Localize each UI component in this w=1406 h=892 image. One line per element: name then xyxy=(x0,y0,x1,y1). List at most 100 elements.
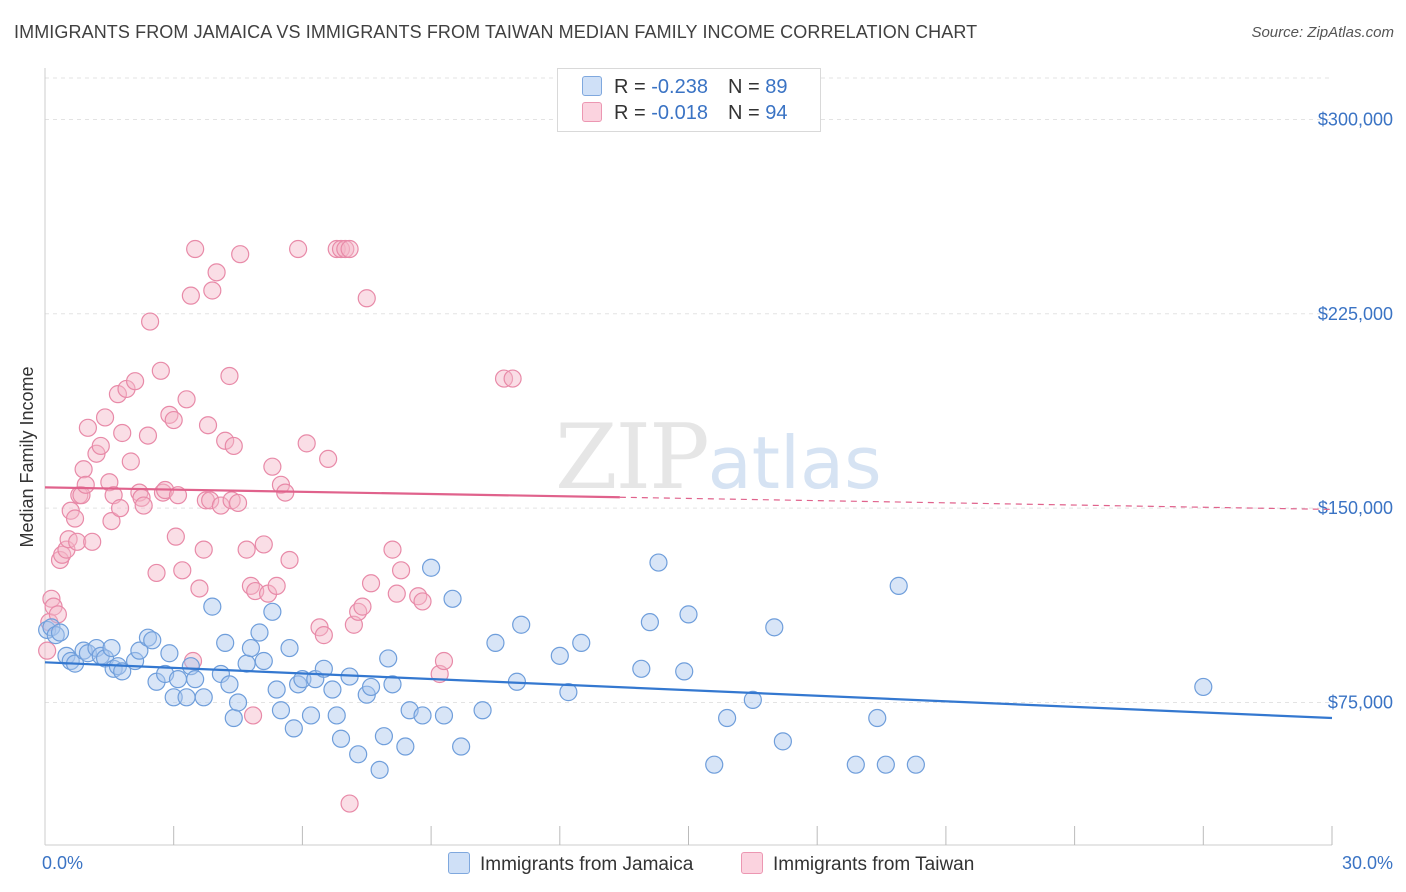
watermark-atlas: atlas xyxy=(707,421,882,505)
taiwan-point xyxy=(110,499,130,518)
taiwan-point xyxy=(336,239,355,259)
taiwan-point xyxy=(289,239,308,259)
taiwan-point xyxy=(434,651,454,671)
taiwan-point xyxy=(38,641,57,660)
taiwan-point xyxy=(194,540,213,559)
taiwan-point xyxy=(198,416,218,435)
jamaica-point xyxy=(331,729,351,748)
taiwan-point xyxy=(190,579,209,598)
y-tick-label: $150,000 xyxy=(1318,498,1393,518)
taiwan-point xyxy=(254,535,273,554)
jamaica-point xyxy=(906,755,925,774)
trend-line-jamaica xyxy=(44,661,1333,720)
jamaica-point xyxy=(705,755,724,774)
taiwan-point xyxy=(340,794,359,813)
taiwan-point xyxy=(387,584,406,603)
taiwan-point xyxy=(228,493,248,513)
taiwan-point xyxy=(297,434,316,453)
jamaica-point xyxy=(113,662,132,681)
trend-line-taiwan xyxy=(44,486,620,499)
taiwan-point xyxy=(243,706,263,725)
jamaica-point xyxy=(293,670,312,689)
jamaica-point xyxy=(254,651,273,671)
bottom-legend-swatch-jamaica xyxy=(448,852,470,874)
jamaica-point xyxy=(868,708,887,728)
correlation-legend: R = -0.238 N = 89 R = -0.018 N = 94 xyxy=(557,68,821,132)
taiwan-point xyxy=(121,452,140,471)
taiwan-point xyxy=(267,576,286,595)
jamaica-point xyxy=(876,755,895,774)
bottom-legend-jamaica: Immigrants from Jamaica xyxy=(448,852,693,876)
chart-title: IMMIGRANTS FROM JAMAICA VS IMMIGRANTS FR… xyxy=(14,22,978,42)
jamaica-point xyxy=(743,690,762,709)
jamaica-point xyxy=(143,631,162,650)
legend-r-value: -0.238 xyxy=(651,76,708,98)
taiwan-point xyxy=(383,540,402,559)
taiwan-point xyxy=(361,574,381,593)
jamaica-point xyxy=(50,623,70,642)
jamaica-point xyxy=(422,558,441,577)
taiwan-point xyxy=(231,245,250,264)
taiwan-point xyxy=(166,527,185,546)
taiwan-point xyxy=(78,418,98,437)
jamaica-point xyxy=(160,644,179,663)
jamaica-point xyxy=(559,683,578,702)
jamaica-point xyxy=(383,675,402,694)
legend-r-label: R = xyxy=(614,102,652,124)
taiwan-point xyxy=(181,286,200,305)
taiwan-point xyxy=(125,372,145,391)
jamaica-point xyxy=(434,706,454,725)
watermark-zip: ZIP xyxy=(555,405,710,510)
taiwan-point xyxy=(263,457,282,476)
taiwan-point xyxy=(353,597,372,616)
jamaica-point xyxy=(168,670,188,689)
taiwan-point xyxy=(280,550,299,570)
jamaica-point xyxy=(271,701,291,720)
jamaica-point xyxy=(263,602,282,621)
bottom-legend-swatch-taiwan xyxy=(741,852,763,874)
x-tick-label: 0.0% xyxy=(42,853,83,873)
legend-n-label: N = xyxy=(727,76,766,98)
taiwan-point xyxy=(201,491,220,510)
y-tick-label: $75,000 xyxy=(1328,692,1393,712)
taiwan-point xyxy=(357,289,376,308)
legend-n-value: 89 xyxy=(765,76,788,98)
jamaica-point xyxy=(572,633,591,652)
jamaica-point xyxy=(1194,677,1213,697)
taiwan-point xyxy=(102,511,121,531)
jamaica-point xyxy=(327,706,346,725)
jamaica-point xyxy=(216,633,235,652)
bottom-legend-label-jamaica: Immigrants from Jamaica xyxy=(480,854,694,875)
source-label: Source: ZipAtlas.com xyxy=(1251,24,1394,41)
jamaica-point xyxy=(512,615,531,634)
jamaica-point xyxy=(194,688,213,707)
taiwan-point xyxy=(74,460,93,479)
taiwan-point xyxy=(95,408,115,427)
jamaica-point xyxy=(679,605,698,624)
y-axis-title: Median Family Income xyxy=(17,366,37,547)
legend-row-jamaica: R = -0.238 N = 89 xyxy=(582,76,787,100)
jamaica-point xyxy=(203,597,222,616)
jamaica-point xyxy=(889,576,908,595)
jamaica-point xyxy=(323,680,342,699)
jamaica-point xyxy=(224,708,243,728)
jamaica-point xyxy=(237,654,256,673)
jamaica-point xyxy=(632,659,651,678)
jamaica-point xyxy=(473,701,492,720)
taiwan-point xyxy=(76,475,95,494)
taiwan-point xyxy=(91,436,110,456)
taiwan-point xyxy=(237,540,256,559)
taiwan-point xyxy=(138,426,158,445)
jamaica-point xyxy=(718,708,737,728)
taiwan-point xyxy=(108,385,128,404)
taiwan-point xyxy=(72,486,91,505)
jamaica-point xyxy=(396,737,415,756)
jamaica-point xyxy=(361,677,381,697)
jamaica-point xyxy=(314,659,333,678)
taiwan-point xyxy=(113,423,132,443)
jamaica-point xyxy=(640,613,659,632)
jamaica-point xyxy=(374,727,394,746)
jamaica-point xyxy=(370,760,389,779)
bottom-legend-taiwan: Immigrants from Taiwan xyxy=(741,852,974,876)
